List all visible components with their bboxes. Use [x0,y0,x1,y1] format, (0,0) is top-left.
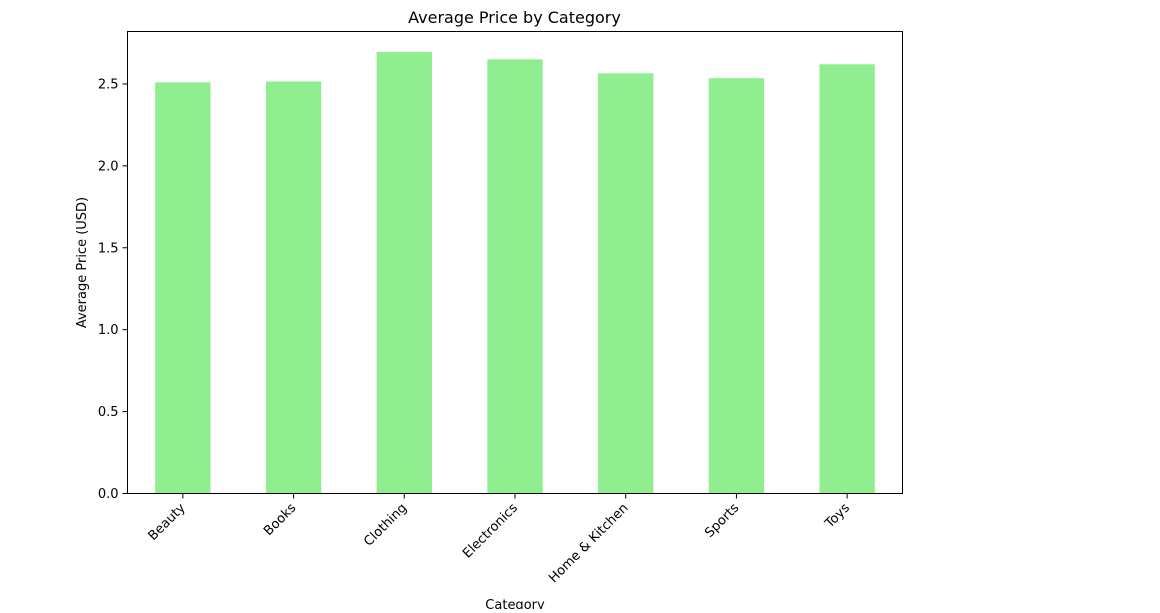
bar-electronics [487,59,543,494]
x-tick-label: Clothing [361,501,410,550]
bar-toys [819,64,875,494]
bars-layer [155,51,875,494]
y-tick-label: 0.5 [98,405,119,420]
y-axis: 0.0 0.5 1.0 1.5 2.0 2.5 [98,77,128,502]
bar-home-kitchen [598,73,654,494]
x-axis: Beauty Books Clothing Electronics Home & Kit… [146,493,853,586]
y-tick-label: 1.5 [98,241,119,256]
y-tick-label: 2.0 [98,159,119,174]
bar-clothing [376,51,432,494]
chart-title: Average Price by Category [408,8,621,27]
y-axis-title: Average Price (USD) [75,197,90,328]
bar-books [265,81,322,494]
x-tick-label: Beauty [146,501,189,544]
y-tick-label: 1.0 [98,323,119,338]
x-tick-label: Books [261,501,299,539]
x-tick-label: Sports [702,501,742,541]
bar-beauty [155,82,211,494]
bar-sports [708,78,765,494]
x-tick-label: Home & Kitchen [546,501,631,586]
x-tick-label: Toys [822,501,853,532]
y-tick-label: 0.0 [98,487,119,502]
x-tick-label: Electronics [460,501,521,562]
y-tick-label: 2.5 [98,77,119,92]
x-axis-title: Category [485,598,545,609]
